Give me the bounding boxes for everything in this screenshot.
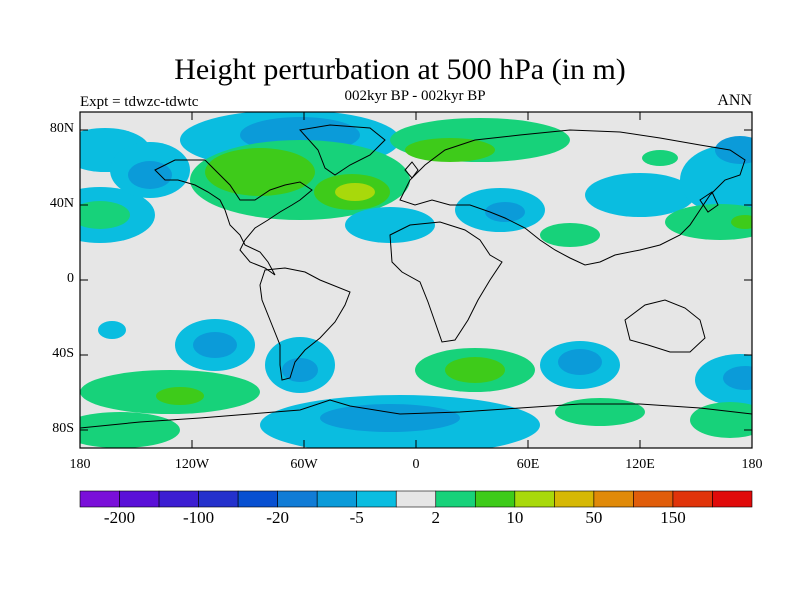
contour-region <box>555 398 645 426</box>
contour-region <box>320 404 460 432</box>
lat-tick-label: 80N <box>49 121 74 136</box>
colorbar-swatch <box>277 490 318 508</box>
lon-tick-label: 120E <box>625 457 655 472</box>
contour-region <box>485 202 525 222</box>
colorbar-swatch <box>395 490 437 508</box>
colorbar-label: 150 <box>660 508 686 527</box>
lat-tick-label: 80S <box>52 421 74 436</box>
colorbar-swatch <box>316 490 358 508</box>
coast-north-america <box>154 159 313 276</box>
coast-eurasia <box>399 129 746 266</box>
lon-tick-label: 180 <box>741 457 763 472</box>
contour-region <box>335 183 375 201</box>
contour-region <box>405 138 495 162</box>
contour-region <box>345 207 435 243</box>
colorbar-label: 50 <box>585 508 603 527</box>
coast-australia <box>624 299 706 353</box>
colorbar-label: -100 <box>182 508 215 527</box>
colorbar-swatch <box>712 490 753 508</box>
contour-region <box>585 173 695 217</box>
colorbar-label: -20 <box>266 508 289 527</box>
coast-british-isles <box>404 161 419 179</box>
colorbar-swatch <box>672 490 713 508</box>
lon-tick-label: 180 <box>69 457 91 472</box>
lat-tick-label: 40S <box>52 346 74 361</box>
colorbar-swatch <box>79 490 120 508</box>
colorbar-swatch <box>435 490 476 508</box>
contour-region <box>715 136 752 164</box>
contour-region <box>558 349 602 375</box>
lon-tick-label: 0 <box>412 457 420 472</box>
colorbar-label: 10 <box>506 508 524 527</box>
colorbar-swatch <box>593 490 634 508</box>
contour-region <box>690 402 752 438</box>
contour-region <box>80 412 180 448</box>
lat-tick-label: 0 <box>67 271 74 286</box>
chart-subtitle: 002kyr BP - 002kyr BP <box>344 88 486 104</box>
season-label: ANN <box>717 92 752 109</box>
coastlines <box>80 124 752 429</box>
coast-africa <box>389 221 503 343</box>
coast-antarctica <box>80 399 752 429</box>
colorbar-label: -5 <box>349 508 364 527</box>
contour-region <box>98 321 126 339</box>
contour-region <box>205 148 315 196</box>
contour-region <box>445 357 505 383</box>
colorbar-swatch <box>633 490 674 508</box>
colorbar-swatch <box>514 490 555 508</box>
chart-title: Height perturbation at 500 hPa (in m) <box>174 53 626 86</box>
contour-region <box>540 223 600 247</box>
colorbar-swatch <box>474 490 516 508</box>
coast-japan <box>699 191 719 213</box>
contour-region <box>642 150 678 166</box>
colorbar-label: -200 <box>103 508 136 527</box>
axis-ticks <box>79 112 753 448</box>
contour-region <box>156 387 204 405</box>
lat-tick-label: 40N <box>49 196 74 211</box>
contour-region <box>128 161 172 189</box>
contour-region <box>193 332 237 358</box>
contour-fields <box>80 112 752 448</box>
contour-region <box>731 215 752 229</box>
colorbar-swatch <box>554 490 595 508</box>
contour-region <box>665 204 752 240</box>
colorbar-swatch <box>119 490 160 508</box>
colorbar-swatch <box>158 490 199 508</box>
colorbar-label: 2 <box>431 508 441 527</box>
coast-south-america <box>259 267 351 381</box>
contour-region <box>80 201 130 229</box>
contour-region <box>723 366 752 390</box>
lon-tick-label: 60E <box>516 457 540 472</box>
colorbar-swatch <box>237 490 278 508</box>
colorbar-swatch <box>356 490 397 508</box>
experiment-label: Expt = tdwzc-tdwtc <box>80 94 199 110</box>
colorbar <box>79 490 753 508</box>
colorbar-swatch <box>198 490 239 508</box>
coast-greenland <box>299 124 386 176</box>
lon-tick-label: 60W <box>290 457 318 472</box>
lon-tick-label: 120W <box>174 457 210 472</box>
